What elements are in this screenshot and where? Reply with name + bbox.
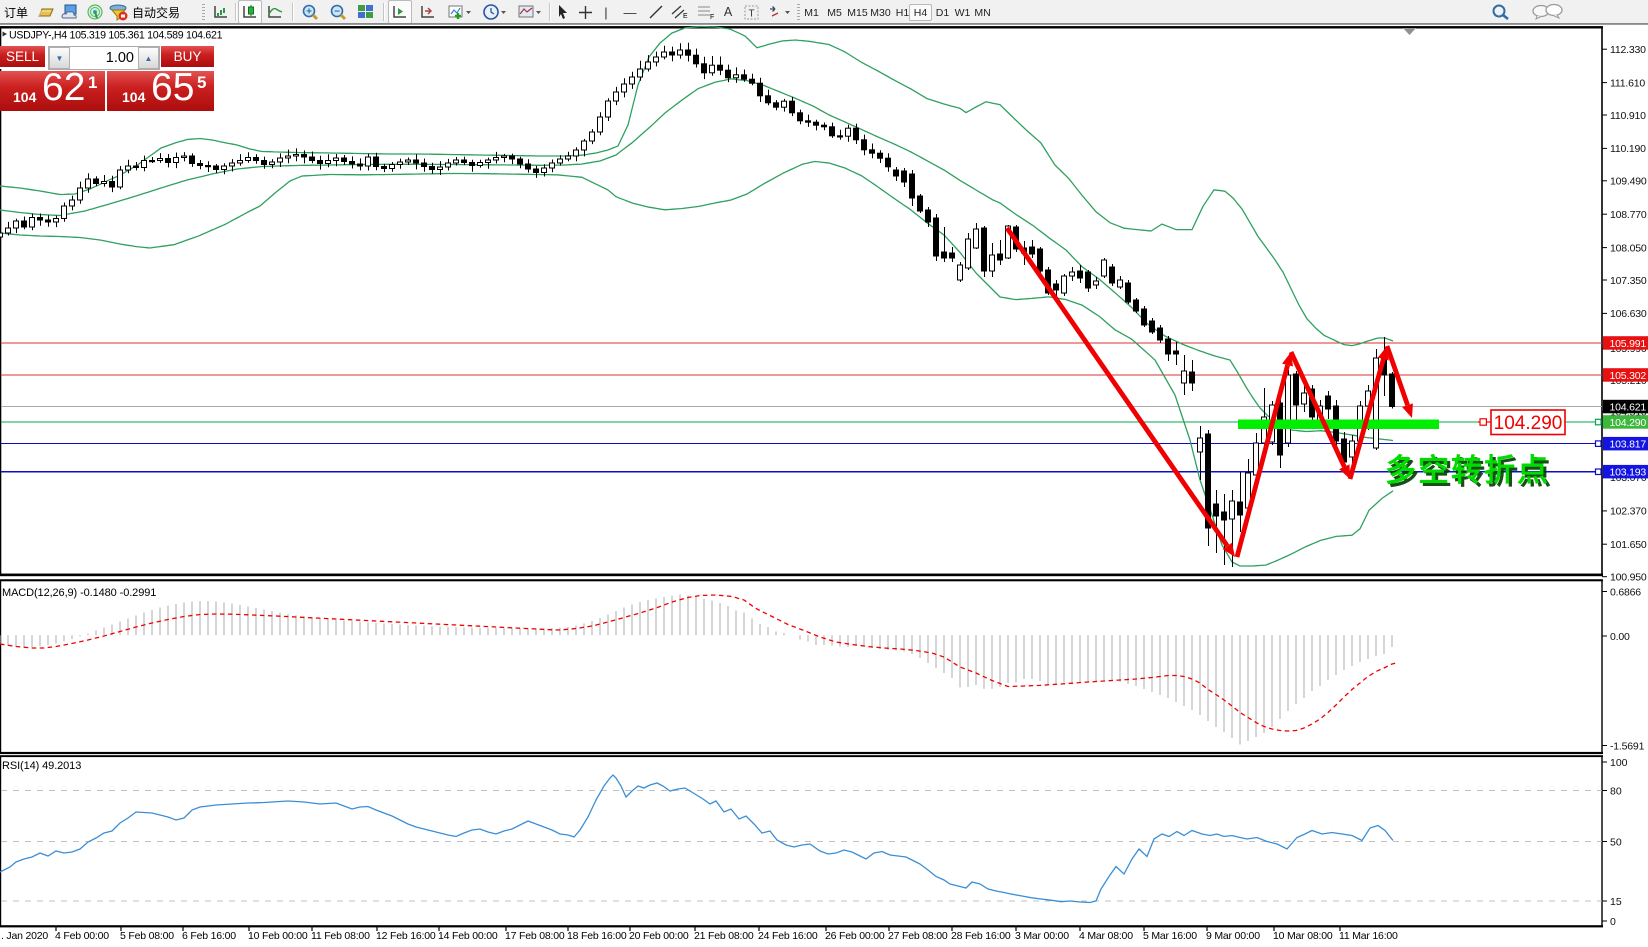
svg-text:103.817: 103.817 (1610, 438, 1647, 450)
svg-text:104.290: 104.290 (1494, 413, 1563, 434)
svg-text:100: 100 (1610, 757, 1628, 769)
svg-text:T: T (748, 8, 754, 19)
svg-text:15: 15 (1610, 896, 1622, 908)
svg-text:100.950: 100.950 (1610, 572, 1647, 584)
svg-text:-1.5691: -1.5691 (1610, 740, 1645, 752)
svg-text:9 Mar 00:00: 9 Mar 00:00 (1206, 930, 1260, 942)
svg-text:11 Mar 16:00: 11 Mar 16:00 (1339, 930, 1398, 942)
svg-text:102.370: 102.370 (1610, 506, 1647, 518)
svg-text:+: + (306, 6, 312, 17)
svg-text:105.991: 105.991 (1610, 338, 1647, 350)
svg-text:10 Feb 00:00: 10 Feb 00:00 (248, 930, 308, 942)
svg-text:14 Feb 00:00: 14 Feb 00:00 (438, 930, 498, 942)
svg-text:17 Feb 08:00: 17 Feb 08:00 (505, 930, 565, 942)
svg-text:4 Feb 00:00: 4 Feb 00:00 (55, 930, 109, 942)
svg-text:0: 0 (1610, 916, 1616, 928)
svg-text:12 Feb 16:00: 12 Feb 16:00 (376, 930, 436, 942)
svg-text:106.630: 106.630 (1610, 308, 1647, 320)
svg-text:MACD(12,26,9) -0.1480 -0.2991: MACD(12,26,9) -0.1480 -0.2991 (2, 587, 156, 599)
svg-text:108.770: 108.770 (1610, 209, 1647, 221)
svg-text:104.621: 104.621 (1610, 401, 1647, 413)
svg-text:10 Mar 08:00: 10 Mar 08:00 (1273, 930, 1333, 942)
svg-text:4 Mar 08:00: 4 Mar 08:00 (1079, 930, 1133, 942)
svg-text:112.330: 112.330 (1610, 44, 1646, 56)
svg-text:110.910: 110.910 (1610, 110, 1646, 122)
svg-text:101.650: 101.650 (1610, 539, 1647, 551)
svg-text:111.610: 111.610 (1610, 77, 1645, 89)
svg-text:28 Feb 16:00: 28 Feb 16:00 (951, 930, 1011, 942)
svg-text:3 Mar 00:00: 3 Mar 00:00 (1015, 930, 1069, 942)
svg-text:11 Feb 08:00: 11 Feb 08:00 (311, 930, 370, 942)
svg-text:80: 80 (1610, 785, 1622, 797)
svg-text:多空转折点: 多空转折点 (1385, 453, 1550, 488)
svg-text:0.00: 0.00 (1610, 631, 1630, 643)
svg-text:109.490: 109.490 (1610, 176, 1647, 188)
svg-text:107.350: 107.350 (1610, 275, 1647, 287)
svg-text:. Jan 2020: . Jan 2020 (1, 930, 48, 942)
svg-text:105.302: 105.302 (1610, 370, 1647, 382)
svg-text:F: F (710, 14, 714, 20)
svg-text:21 Feb 08:00: 21 Feb 08:00 (694, 930, 754, 942)
svg-text:24 Feb 16:00: 24 Feb 16:00 (758, 930, 818, 942)
svg-text:E: E (683, 13, 688, 20)
svg-text:0.6866: 0.6866 (1610, 586, 1641, 598)
svg-text:5 Mar 16:00: 5 Mar 16:00 (1143, 930, 1197, 942)
svg-text:20 Feb 00:00: 20 Feb 00:00 (629, 930, 689, 942)
svg-text:50: 50 (1610, 836, 1622, 848)
svg-text:USDJPY-,H4 105.319 105.361 10: USDJPY-,H4 105.319 105.361 104.589 104.6… (9, 30, 223, 42)
svg-text:103.193: 103.193 (1610, 467, 1647, 479)
svg-text:−: − (334, 6, 340, 17)
svg-text:6 Feb 16:00: 6 Feb 16:00 (182, 930, 236, 942)
svg-text:多空转折点: 多空转折点 (1388, 456, 1553, 491)
svg-text:27 Feb 08:00: 27 Feb 08:00 (888, 930, 948, 942)
svg-text:26 Feb 00:00: 26 Feb 00:00 (825, 930, 885, 942)
svg-text:5 Feb 08:00: 5 Feb 08:00 (120, 930, 174, 942)
svg-text:RSI(14) 49.2013: RSI(14) 49.2013 (2, 760, 81, 772)
svg-text:104.290: 104.290 (1610, 417, 1647, 429)
svg-text:18 Feb 16:00: 18 Feb 16:00 (567, 930, 627, 942)
svg-text:108.050: 108.050 (1610, 242, 1647, 254)
svg-text:110.190: 110.190 (1610, 143, 1646, 155)
